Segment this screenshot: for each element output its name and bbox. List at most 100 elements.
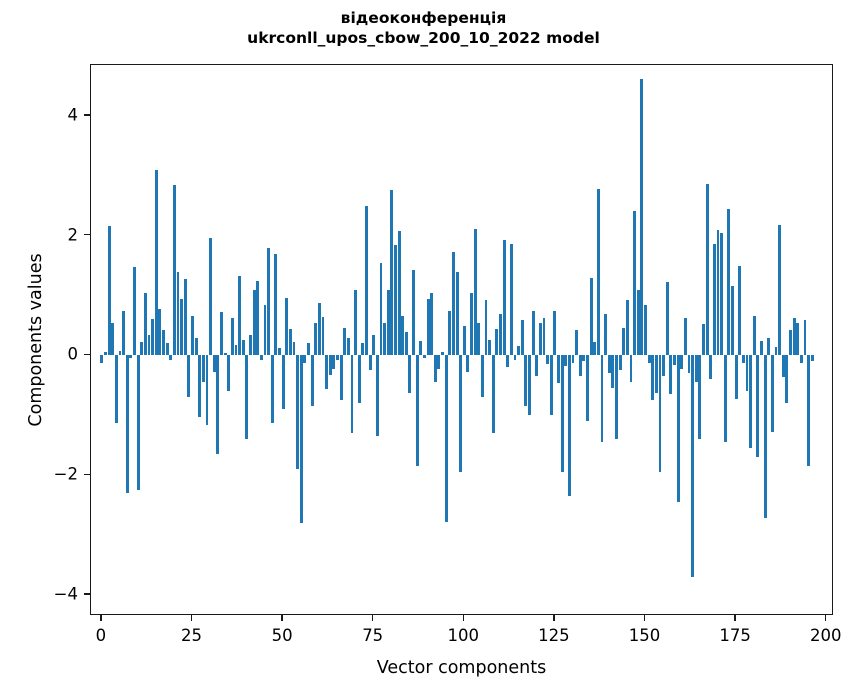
bar — [745, 355, 749, 392]
bar — [441, 351, 444, 356]
bar — [100, 355, 104, 363]
bar — [473, 229, 477, 356]
bar — [350, 355, 354, 434]
bar — [553, 310, 557, 356]
bar — [328, 355, 332, 376]
bar — [792, 318, 796, 356]
bar — [386, 289, 390, 356]
x-tick-mark — [734, 615, 736, 621]
bar — [520, 319, 524, 356]
bar — [687, 355, 691, 374]
bar — [408, 355, 412, 393]
y-tick-mark — [84, 233, 90, 236]
bar — [310, 355, 314, 407]
bar — [397, 231, 401, 356]
x-tick-mark — [281, 615, 283, 621]
bar — [169, 355, 173, 360]
bar — [136, 355, 140, 490]
bar — [488, 339, 492, 356]
x-tick-label: 50 — [271, 626, 293, 645]
bar — [509, 244, 513, 356]
bar — [799, 355, 803, 363]
bar — [654, 355, 658, 393]
plot-area — [90, 64, 833, 615]
bar — [716, 229, 720, 356]
bar — [767, 337, 771, 356]
bar — [162, 330, 165, 356]
bar — [317, 302, 321, 356]
bar — [227, 355, 231, 392]
bar — [129, 355, 133, 359]
bar — [810, 355, 814, 362]
bar — [778, 224, 782, 356]
bar — [365, 205, 368, 356]
x-tick-mark — [100, 615, 102, 621]
x-tick-label: 150 — [628, 626, 661, 645]
bar — [151, 318, 155, 356]
bar — [158, 308, 162, 356]
bar — [535, 355, 539, 376]
bar — [220, 312, 223, 356]
bar — [180, 298, 184, 356]
bar — [230, 318, 234, 356]
bar — [361, 343, 365, 356]
bar — [176, 271, 180, 356]
bar — [212, 355, 216, 372]
bar — [723, 355, 727, 443]
bar — [238, 276, 242, 356]
bar — [749, 355, 753, 449]
y-tick-mark — [84, 114, 90, 116]
bar — [477, 322, 481, 356]
bar — [459, 355, 463, 473]
bar — [375, 355, 379, 436]
bar — [383, 322, 387, 356]
bar — [727, 209, 731, 356]
bar — [629, 355, 633, 383]
bar — [662, 355, 666, 377]
bar — [118, 350, 122, 356]
bar — [705, 184, 709, 356]
bar — [288, 328, 292, 356]
bar — [560, 355, 564, 473]
bar — [789, 330, 792, 356]
x-tick-mark — [553, 615, 555, 621]
bar — [198, 355, 202, 417]
bar — [760, 340, 763, 356]
bar — [412, 270, 415, 356]
bar — [491, 355, 495, 434]
chart-title-line-2: ukrconll_upos_cbow_200_10_2022 model — [247, 29, 600, 48]
y-tick-mark — [84, 353, 90, 356]
x-tick-label: 125 — [538, 626, 570, 645]
bar — [133, 267, 136, 356]
bar — [502, 239, 506, 356]
bar — [549, 355, 553, 416]
bar — [426, 298, 430, 356]
bar — [571, 355, 575, 363]
x-tick-label: 100 — [447, 626, 480, 645]
bar — [451, 251, 455, 356]
bar — [647, 355, 651, 363]
bar — [296, 355, 300, 470]
bar — [285, 297, 289, 356]
x-tick-label: 0 — [95, 626, 107, 645]
bar — [596, 188, 600, 356]
bar — [256, 281, 260, 356]
bar — [187, 355, 191, 398]
x-tick-label: 175 — [719, 626, 751, 645]
bar — [433, 355, 437, 383]
bar — [673, 355, 676, 366]
bar — [564, 355, 568, 367]
bar — [147, 334, 151, 356]
bar — [444, 355, 448, 522]
bar — [680, 355, 684, 369]
bar — [615, 355, 618, 440]
x-tick-label: 200 — [810, 626, 842, 645]
bar — [346, 337, 350, 356]
bar — [593, 342, 597, 356]
bar — [354, 289, 358, 356]
bar — [281, 355, 285, 410]
bar — [709, 355, 713, 380]
bar-series — [91, 65, 832, 614]
y-tick-label: −2 — [53, 464, 78, 484]
